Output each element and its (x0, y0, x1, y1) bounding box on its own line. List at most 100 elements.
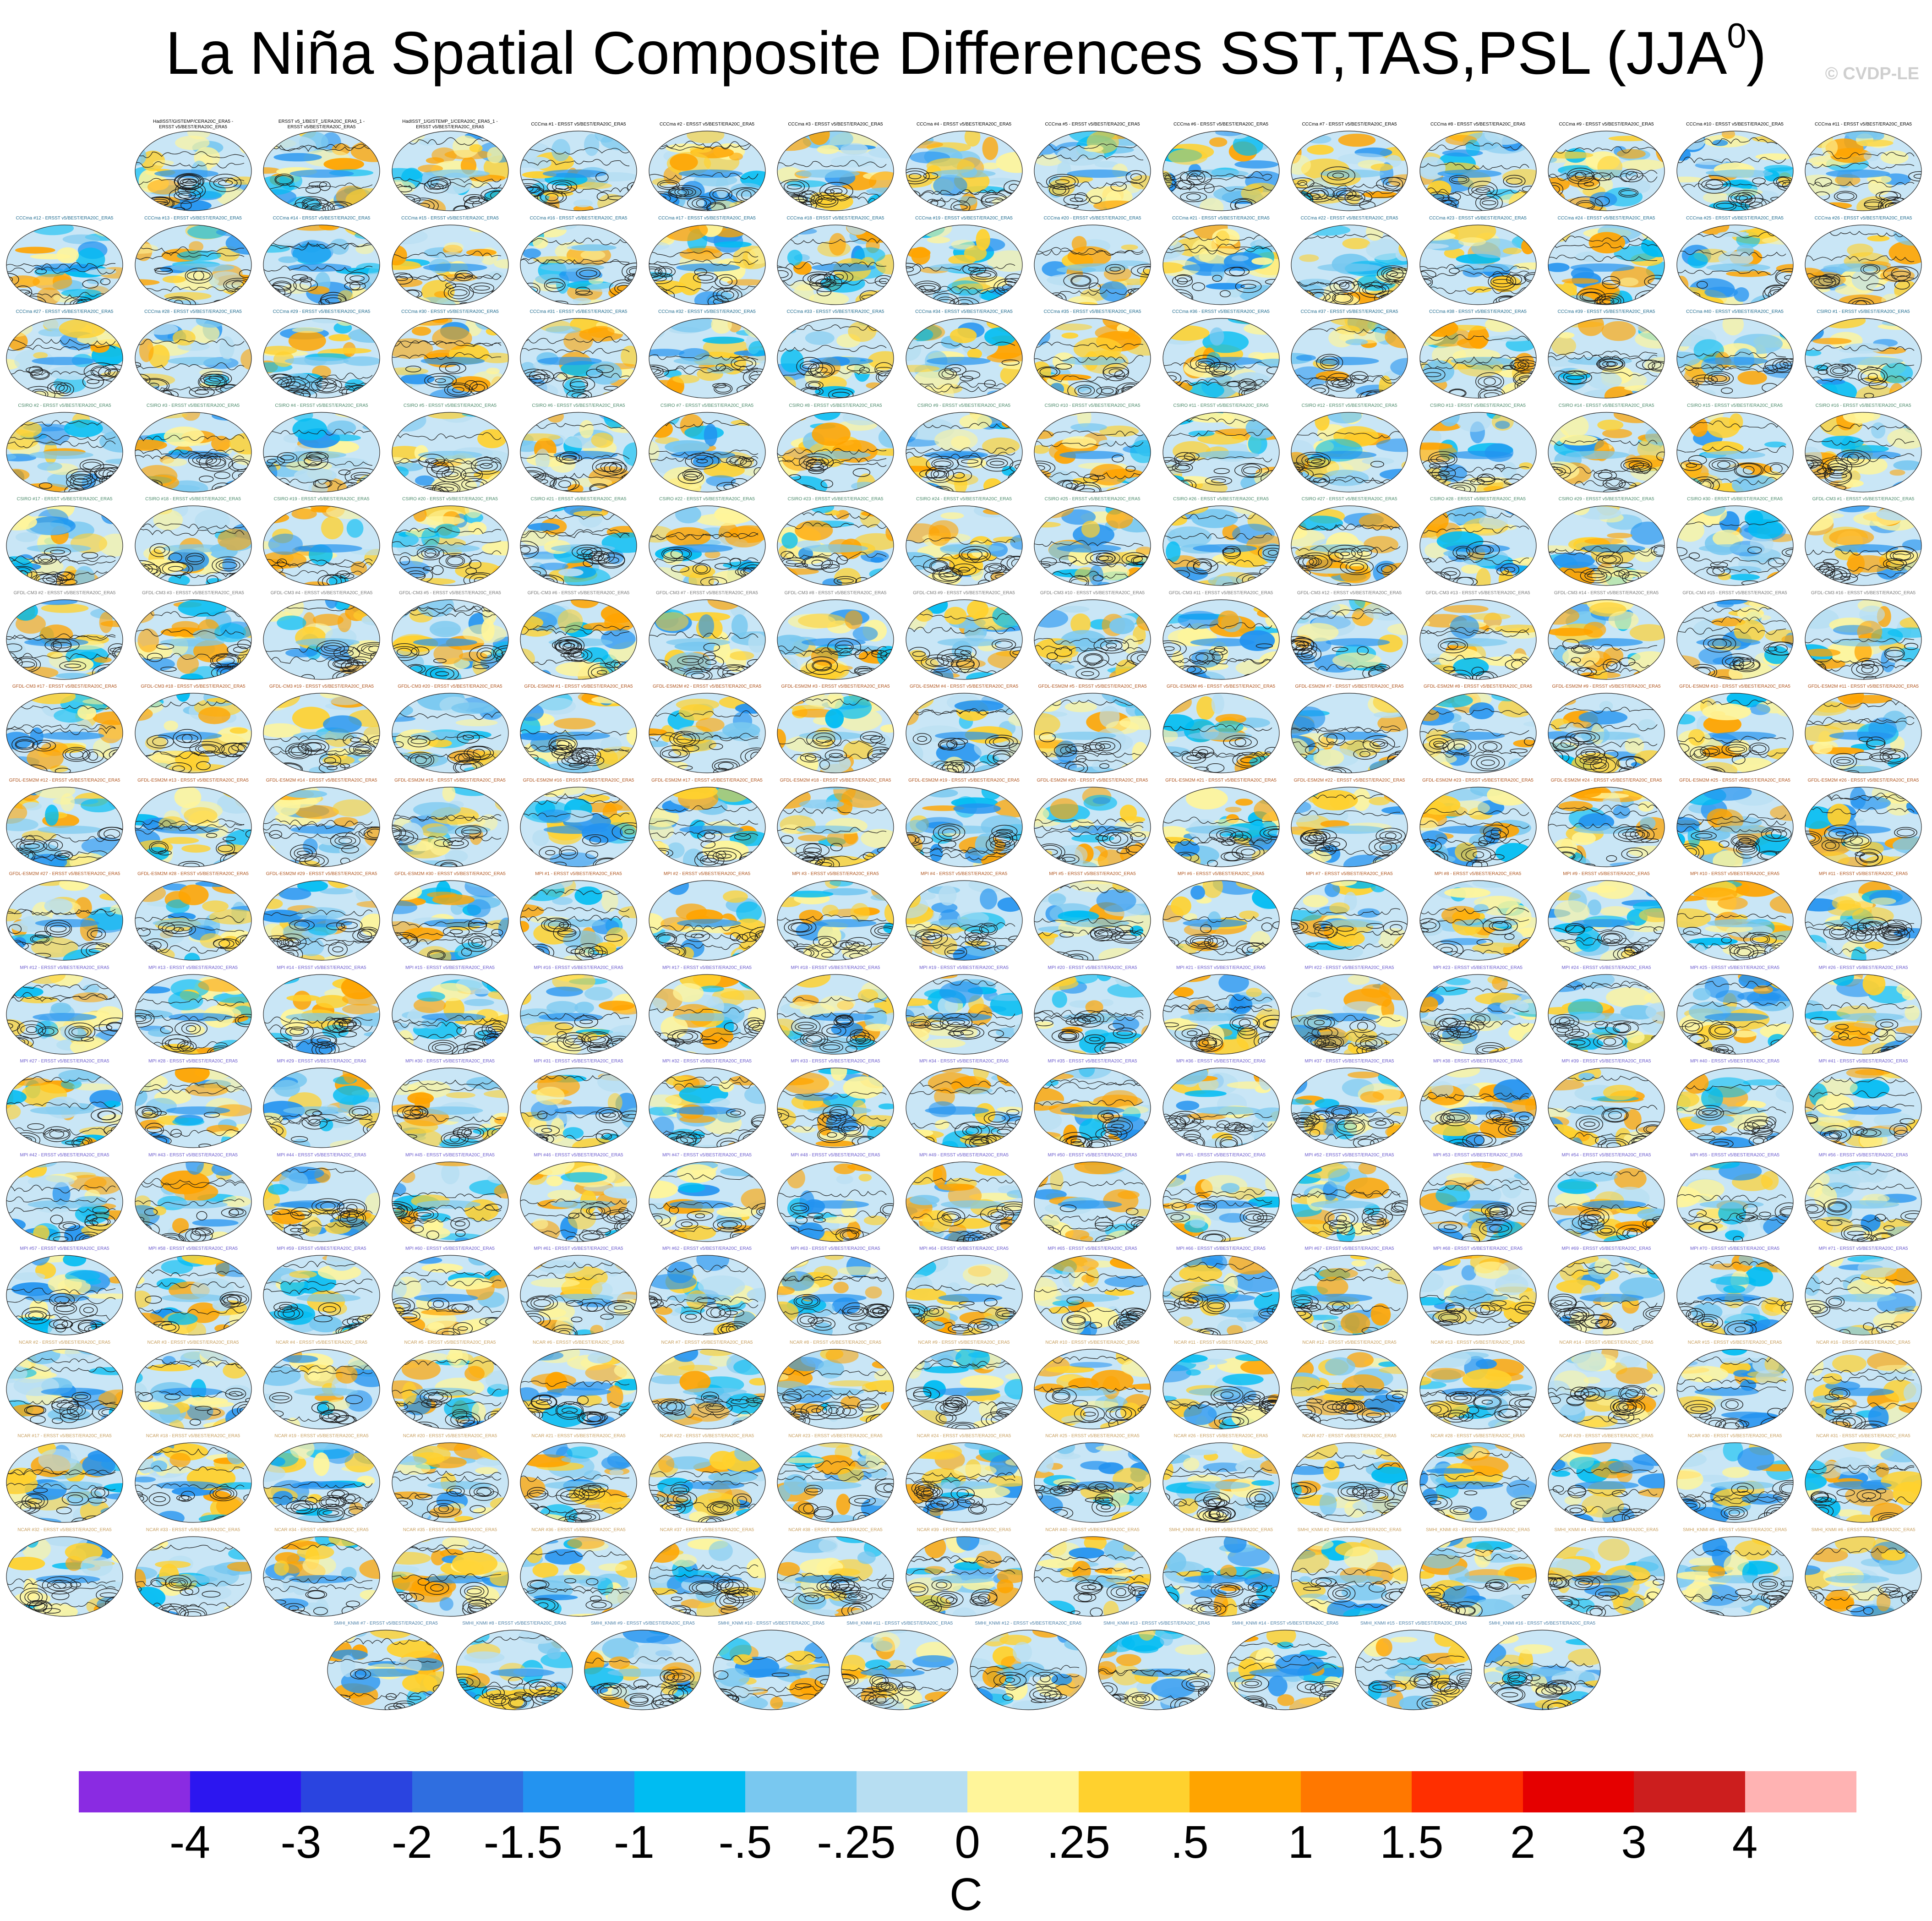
panel-label: SMHI_KNMI #4 - ERSST v5/BEST/ERA20C_ERA5 (1545, 1527, 1668, 1533)
composite-map (905, 1161, 1023, 1242)
composite-map (1804, 1536, 1922, 1617)
map-panel: GFDL-ESM2M #23 - ERSST v5/BEST/ERA20C_ER… (1416, 778, 1540, 868)
map-panel: NCAR #39 - ERSST v5/BEST/ERA20C_ERA5 (902, 1527, 1026, 1617)
map-panel: SMHI_KNMI #9 - ERSST v5/BEST/ERA20C_ERA5 (581, 1621, 704, 1711)
panel-label: SMHI_KNMI #6 - ERSST v5/BEST/ERA20C_ERA5 (1801, 1527, 1925, 1533)
panel-label: GFDL-ESM2M #4 - ERSST v5/BEST/ERA20C_ERA… (902, 684, 1026, 690)
map-panel: CSIRO #30 - ERSST v5/BEST/ERA20C_ERA5 (1673, 497, 1797, 586)
composite-map (5, 692, 124, 774)
map-panel: MPI #65 - ERSST v5/BEST/ERA20C_ERA5 (1031, 1246, 1154, 1336)
composite-map (1676, 1067, 1794, 1149)
composite-map (1290, 130, 1408, 212)
colorbar-swatch (1523, 1771, 1634, 1812)
composite-map (391, 411, 509, 493)
composite-map (1804, 1067, 1922, 1149)
composite-map (1290, 1161, 1408, 1242)
panel-label: NCAR #12 - ERSST v5/BEST/ERA20C_ERA5 (1288, 1340, 1411, 1346)
composite-map (519, 599, 638, 680)
map-panel: CCCma #20 - ERSST v5/BEST/ERA20C_ERA5 (1031, 216, 1154, 306)
panel-label: MPI #34 - ERSST v5/BEST/ERA20C_ERA5 (902, 1059, 1026, 1064)
map-panel: NCAR #25 - ERSST v5/BEST/ERA20C_ERA5 (1031, 1434, 1154, 1523)
map-panel: MPI #17 - ERSST v5/BEST/ERA20C_ERA5 (645, 965, 769, 1055)
map-panel: GFDL-CM3 #17 - ERSST v5/BEST/ERA20C_ERA5 (3, 684, 126, 774)
panel-label: NCAR #37 - ERSST v5/BEST/ERA20C_ERA5 (645, 1527, 769, 1533)
panel-label: NCAR #33 - ERSST v5/BEST/ERA20C_ERA5 (131, 1527, 255, 1533)
composite-map (5, 317, 124, 399)
panel-label: GFDL-ESM2M #23 - ERSST v5/BEST/ERA20C_ER… (1416, 778, 1540, 783)
panel-label: MPI #5 - ERSST v5/BEST/ERA20C_ERA5 (1031, 871, 1154, 877)
composite-map (1676, 1442, 1794, 1523)
composite-map (455, 1629, 573, 1711)
map-panel: MPI #49 - ERSST v5/BEST/ERA20C_ERA5 (902, 1153, 1026, 1242)
map-panel: CCCma #28 - ERSST v5/BEST/ERA20C_ERA5 (131, 309, 255, 399)
panel-label: GFDL-CM3 #6 - ERSST v5/BEST/ERA20C_ERA5 (517, 591, 640, 596)
map-panel: SMHI_KNMI #5 - ERSST v5/BEST/ERA20C_ERA5 (1673, 1527, 1797, 1617)
map-panel: GFDL-CM3 #15 - ERSST v5/BEST/ERA20C_ERA5 (1673, 591, 1797, 680)
composite-map (5, 1161, 124, 1242)
panel-label: GFDL-ESM2M #3 - ERSST v5/BEST/ERA20C_ERA… (774, 684, 897, 690)
map-panel: CCCma #3 - ERSST v5/BEST/ERA20C_ERA5 (774, 122, 897, 212)
colorbar-swatch (412, 1771, 524, 1812)
composite-map (1033, 130, 1152, 212)
composite-map (519, 1161, 638, 1242)
map-panel: CCCma #21 - ERSST v5/BEST/ERA20C_ERA5 (1159, 216, 1283, 306)
panel-label: GFDL-CM3 #14 - ERSST v5/BEST/ERA20C_ERA5 (1545, 591, 1668, 596)
panel-label: GFDL-CM3 #11 - ERSST v5/BEST/ERA20C_ERA5 (1159, 591, 1283, 596)
panel-label: GFDL-ESM2M #25 - ERSST v5/BEST/ERA20C_ER… (1673, 778, 1797, 783)
panel-label: CSIRO #14 - ERSST v5/BEST/ERA20C_ERA5 (1545, 403, 1668, 409)
map-panel: HadISST_1/GISTEMP_1/CERA20C_ERA5_1 - ERS… (388, 122, 512, 212)
panel-label: GFDL-ESM2M #1 - ERSST v5/BEST/ERA20C_ERA… (517, 684, 640, 690)
map-panel: GFDL-CM3 #20 - ERSST v5/BEST/ERA20C_ERA5 (388, 684, 512, 774)
panel-label: SMHI_KNMI #9 - ERSST v5/BEST/ERA20C_ERA5 (581, 1621, 704, 1626)
map-panel: CSIRO #8 - ERSST v5/BEST/ERA20C_ERA5 (774, 403, 897, 493)
map-panel: GFDL-ESM2M #7 - ERSST v5/BEST/ERA20C_ERA… (1288, 684, 1411, 774)
panel-label: NCAR #32 - ERSST v5/BEST/ERA20C_ERA5 (3, 1527, 126, 1533)
map-panel: CSIRO #3 - ERSST v5/BEST/ERA20C_ERA5 (131, 403, 255, 493)
panel-label: CSIRO #24 - ERSST v5/BEST/ERA20C_ERA5 (902, 497, 1026, 502)
map-panel: CCCma #8 - ERSST v5/BEST/ERA20C_ERA5 (1416, 122, 1540, 212)
panel-label: MPI #31 - ERSST v5/BEST/ERA20C_ERA5 (517, 1059, 640, 1064)
map-panel: CCCma #1 - ERSST v5/BEST/ERA20C_ERA5 (517, 122, 640, 212)
map-panel: GFDL-ESM2M #9 - ERSST v5/BEST/ERA20C_ERA… (1545, 684, 1668, 774)
composite-map (1033, 224, 1152, 306)
composite-map (134, 880, 252, 961)
panel-label: CCCma #25 - ERSST v5/BEST/ERA20C_ERA5 (1673, 216, 1797, 221)
panel-label: MPI #1 - ERSST v5/BEST/ERA20C_ERA5 (517, 871, 640, 877)
map-panel: MPI #22 - ERSST v5/BEST/ERA20C_ERA5 (1288, 965, 1411, 1055)
map-panel: CSIRO #23 - ERSST v5/BEST/ERA20C_ERA5 (774, 497, 897, 586)
map-panel: CSIRO #29 - ERSST v5/BEST/ERA20C_ERA5 (1545, 497, 1668, 586)
panel-label: MPI #44 - ERSST v5/BEST/ERA20C_ERA5 (260, 1153, 383, 1158)
composite-map (905, 692, 1023, 774)
composite-map (1547, 1442, 1665, 1523)
colorbar-swatch (1079, 1771, 1190, 1812)
map-panel: CCCma #16 - ERSST v5/BEST/ERA20C_ERA5 (517, 216, 640, 306)
panel-label: CCCma #19 - ERSST v5/BEST/ERA20C_ERA5 (902, 216, 1026, 221)
composite-map (905, 224, 1023, 306)
colorbar-swatch (1190, 1771, 1301, 1812)
composite-map (1676, 599, 1794, 680)
panel-label: CCCma #1 - ERSST v5/BEST/ERA20C_ERA5 (517, 122, 640, 127)
map-panel: MPI #34 - ERSST v5/BEST/ERA20C_ERA5 (902, 1059, 1026, 1149)
colorbar-tick-label: -.25 (806, 1817, 907, 1867)
composite-map (391, 505, 509, 586)
panel-label: CCCma #15 - ERSST v5/BEST/ERA20C_ERA5 (388, 216, 512, 221)
map-panel: SMHI_KNMI #11 - ERSST v5/BEST/ERA20C_ERA… (838, 1621, 961, 1711)
map-panel: CSIRO #9 - ERSST v5/BEST/ERA20C_ERA5 (902, 403, 1026, 493)
panel-label: SMHI_KNMI #10 - ERSST v5/BEST/ERA20C_ERA… (709, 1621, 833, 1626)
composite-map (134, 411, 252, 493)
composite-map (519, 1254, 638, 1336)
map-panel: MPI #5 - ERSST v5/BEST/ERA20C_ERA5 (1031, 871, 1154, 961)
panel-label: MPI #46 - ERSST v5/BEST/ERA20C_ERA5 (517, 1153, 640, 1158)
panel-label: CCCma #8 - ERSST v5/BEST/ERA20C_ERA5 (1416, 122, 1540, 127)
composite-map (1547, 130, 1665, 212)
composite-map (648, 974, 766, 1055)
map-panel: CSIRO #10 - ERSST v5/BEST/ERA20C_ERA5 (1031, 403, 1154, 493)
map-panel: CCCma #2 - ERSST v5/BEST/ERA20C_ERA5 (645, 122, 769, 212)
map-panel: CCCma #17 - ERSST v5/BEST/ERA20C_ERA5 (645, 216, 769, 306)
colorbar-swatch (745, 1771, 857, 1812)
panel-label: MPI #25 - ERSST v5/BEST/ERA20C_ERA5 (1673, 965, 1797, 971)
panel-label: GFDL-ESM2M #5 - ERSST v5/BEST/ERA20C_ERA… (1031, 684, 1154, 690)
composite-map (391, 1067, 509, 1149)
map-panel: NCAR #18 - ERSST v5/BEST/ERA20C_ERA5 (131, 1434, 255, 1523)
map-panel: CCCma #27 - ERSST v5/BEST/ERA20C_ERA5 (3, 309, 126, 399)
